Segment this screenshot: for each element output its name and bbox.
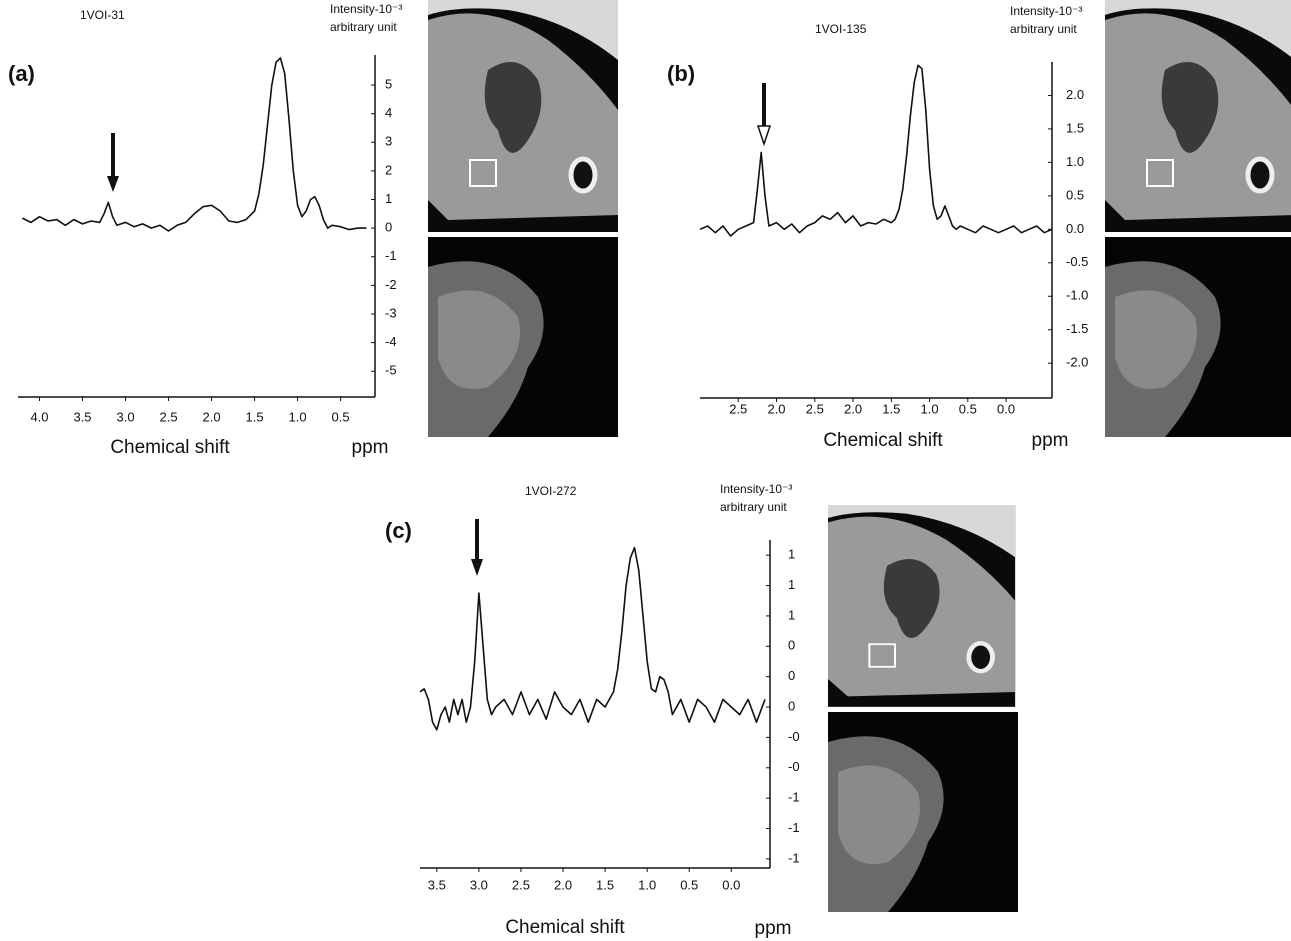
y-tick-label: -1	[788, 820, 800, 835]
y-tick-label: 1.0	[1066, 154, 1084, 169]
y-tick-label: -0	[788, 729, 800, 744]
x-tick-label: 2.0	[203, 409, 221, 424]
x-tick-label: 0.5	[959, 401, 977, 416]
y-tick-label: 0.5	[1066, 187, 1084, 202]
x-tick-label: 0.0	[997, 401, 1015, 416]
y-axis-label: arbitrary unit	[1010, 22, 1077, 36]
y-tick-label: -0.5	[1066, 254, 1088, 269]
y-tick-label: 3	[385, 134, 392, 149]
y-tick-label: -1.5	[1066, 321, 1088, 336]
arrow	[107, 83, 772, 576]
mri-image	[828, 505, 1015, 707]
chart-title: 1VOI-135	[815, 22, 867, 36]
panel-label: (a)	[8, 61, 35, 86]
x-axis-unit: ppm	[755, 918, 792, 939]
y-axis-label: Intensity-10⁻³	[720, 482, 792, 496]
x-tick-label: 1.5	[882, 401, 900, 416]
y-axis-label: Intensity-10⁻³	[1010, 4, 1082, 18]
x-tick-label: 1.5	[246, 409, 264, 424]
x-axis-unit: ppm	[1032, 430, 1069, 451]
x-tick-label: 3.5	[428, 877, 446, 892]
x-tick-label: 3.5	[73, 409, 91, 424]
y-tick-label: 0	[788, 638, 795, 653]
y-tick-label: -0	[788, 759, 800, 774]
x-tick-label: 4.0	[30, 409, 48, 424]
spectrum-line	[699, 64, 1053, 237]
x-axis-label: Chemical shift	[823, 430, 943, 451]
x-tick-label: 2.0	[554, 877, 572, 892]
y-axis-label: Intensity-10⁻³	[330, 2, 402, 16]
y-tick-label: 2	[385, 162, 392, 177]
mri-image	[1105, 0, 1291, 232]
panel-label: (c)	[385, 518, 412, 543]
y-tick-label: 5	[385, 76, 392, 91]
x-tick-label: 2.5	[806, 401, 824, 416]
x-tick-label: 1.0	[921, 401, 939, 416]
x-tick-label: 0.5	[332, 409, 350, 424]
y-tick-label: -1	[788, 850, 800, 865]
y-tick-label: 1	[788, 547, 795, 562]
y-tick-label: 2.0	[1066, 87, 1084, 102]
y-tick-label: -2.0	[1066, 355, 1088, 370]
spectrum-line	[419, 546, 766, 731]
y-tick-label: 1	[788, 577, 795, 592]
mri-image	[428, 0, 618, 232]
x-axis-label: Chemical shift	[110, 437, 230, 458]
spectrum-line	[21, 57, 367, 232]
y-tick-label: -5	[385, 363, 397, 378]
x-tick-label: 2.0	[767, 401, 785, 416]
x-tick-label: 2.0	[844, 401, 862, 416]
y-tick-label: 1.5	[1066, 120, 1084, 135]
y-tick-label: 1	[385, 191, 392, 206]
x-axis-unit: ppm	[352, 437, 389, 458]
x-tick-label: 1.0	[289, 409, 307, 424]
y-tick-label: 1	[788, 607, 795, 622]
y-tick-label: -3	[385, 305, 397, 320]
x-tick-label: 2.5	[160, 409, 178, 424]
x-tick-label: 3.0	[116, 409, 134, 424]
x-tick-label: 0.0	[722, 877, 740, 892]
mri-image	[1105, 237, 1291, 437]
y-tick-label: -2	[385, 277, 397, 292]
mri-image	[828, 712, 1018, 912]
y-tick-label: 0.0	[1066, 221, 1084, 236]
y-tick-label: 0	[788, 668, 795, 683]
x-tick-label: 1.5	[596, 877, 614, 892]
y-tick-label: -1	[788, 790, 800, 805]
x-tick-label: 2.5	[729, 401, 747, 416]
y-tick-label: -4	[385, 334, 397, 349]
x-tick-label: 1.0	[638, 877, 656, 892]
y-tick-label: -1	[385, 248, 397, 263]
mri-image	[428, 237, 618, 437]
chart-title: 1VOI-31	[80, 8, 125, 22]
y-tick-label: 0	[385, 220, 392, 235]
y-tick-label: 4	[385, 105, 392, 120]
x-tick-label: 0.5	[680, 877, 698, 892]
panel-label: (b)	[667, 61, 695, 86]
chart-title: 1VOI-272	[525, 484, 577, 498]
y-axis-label: arbitrary unit	[330, 20, 397, 34]
x-axis-label: Chemical shift	[505, 917, 625, 938]
x-tick-label: 3.0	[470, 877, 488, 892]
y-axis-label: arbitrary unit	[720, 500, 787, 514]
y-tick-label: -1.0	[1066, 288, 1088, 303]
x-tick-label: 2.5	[512, 877, 530, 892]
y-tick-label: 0	[788, 698, 795, 713]
